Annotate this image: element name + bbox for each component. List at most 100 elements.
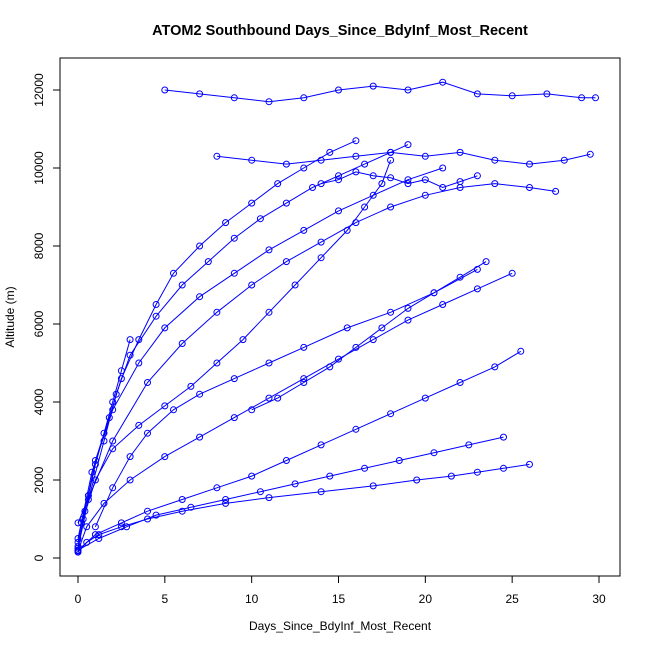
- data-point: [230, 94, 238, 102]
- data-point: [404, 180, 412, 188]
- data-point: [404, 86, 412, 94]
- series-line: [77, 436, 504, 551]
- data-point: [387, 410, 395, 418]
- x-tick-label: 5: [161, 592, 168, 606]
- data-point: [170, 406, 177, 414]
- data-point: [123, 523, 131, 531]
- x-axis: 0 5 10 15 20 25 30: [75, 575, 606, 606]
- data-point: [152, 511, 160, 519]
- series-12: [74, 433, 507, 554]
- data-point: [100, 429, 108, 437]
- data-point: [109, 398, 117, 406]
- data-point: [335, 172, 342, 180]
- y-tick-label: 2000: [32, 466, 46, 493]
- data-point: [178, 507, 186, 515]
- data-point: [404, 141, 412, 149]
- data-point: [491, 156, 499, 164]
- data-point: [552, 187, 560, 195]
- x-tick-label: 20: [419, 592, 433, 606]
- data-point: [317, 441, 325, 449]
- data-point: [88, 468, 96, 476]
- data-point: [526, 184, 533, 191]
- series-7: [74, 180, 560, 527]
- y-axis-label: Altitude (m): [3, 286, 17, 347]
- data-point: [282, 160, 290, 168]
- data-point: [335, 207, 342, 215]
- data-point: [256, 215, 264, 223]
- data-point: [265, 308, 273, 316]
- data-point: [265, 246, 273, 254]
- series-line: [164, 81, 596, 103]
- data-point: [352, 168, 360, 176]
- data-point: [300, 343, 308, 351]
- x-axis-label: Days_Since_BdyInf_Most_Recent: [249, 619, 432, 633]
- series-line: [251, 261, 487, 411]
- data-point: [170, 269, 177, 277]
- data-point: [491, 363, 499, 371]
- data-point: [317, 488, 325, 496]
- data-point: [317, 238, 325, 246]
- data-point: [109, 406, 117, 414]
- data-point: [508, 92, 516, 100]
- data-point: [361, 203, 369, 211]
- data-point: [161, 86, 169, 94]
- data-point: [117, 367, 125, 375]
- series-line: [77, 183, 556, 524]
- data-point: [135, 359, 143, 367]
- data-point: [491, 180, 499, 188]
- data-point: [430, 289, 438, 297]
- data-point: [135, 336, 143, 344]
- series-line: [77, 140, 357, 547]
- data-point: [352, 137, 360, 145]
- data-point: [282, 457, 290, 464]
- series-11: [74, 164, 447, 542]
- data-point: [369, 482, 377, 490]
- data-point: [439, 301, 447, 308]
- x-tick-label: 0: [75, 592, 82, 606]
- data-point: [161, 324, 169, 332]
- data-point: [378, 324, 386, 332]
- data-point: [230, 269, 238, 277]
- data-point: [144, 515, 151, 523]
- series-line: [77, 160, 392, 551]
- y-tick-label: 0: [32, 554, 46, 561]
- data-point: [473, 468, 481, 476]
- series-line: [216, 151, 591, 165]
- data-point: [196, 90, 204, 98]
- data-point: [91, 523, 99, 531]
- series-6: [74, 269, 516, 555]
- data-point: [439, 164, 447, 172]
- data-point: [144, 507, 151, 515]
- series-line: [77, 272, 513, 552]
- data-point: [178, 281, 186, 289]
- series-1: [74, 460, 533, 556]
- chart-title: ATOM2 Southbound Days_Since_BdyInf_Most_…: [152, 23, 528, 39]
- data-point: [300, 94, 308, 102]
- data-point: [265, 494, 273, 502]
- data-point: [543, 90, 551, 98]
- data-point: [222, 499, 230, 507]
- data-point: [282, 199, 290, 207]
- data-point: [256, 488, 264, 496]
- y-tick-label: 6000: [32, 310, 46, 337]
- data-point: [335, 86, 342, 94]
- data-point: [222, 496, 230, 503]
- data-point: [291, 281, 299, 289]
- data-point: [135, 421, 143, 429]
- x-tick-label: 30: [592, 592, 606, 606]
- y-tick-label: 4000: [32, 388, 46, 415]
- data-point: [500, 464, 507, 472]
- data-point: [335, 355, 342, 363]
- data-point: [387, 156, 395, 164]
- data-point: [213, 308, 221, 316]
- data-point: [84, 492, 92, 500]
- series-5: [74, 347, 525, 554]
- data-point: [248, 472, 256, 480]
- data-point: [91, 531, 99, 539]
- series-line: [320, 171, 478, 189]
- data-point: [317, 156, 325, 164]
- data-point: [309, 184, 316, 191]
- data-point: [482, 258, 490, 266]
- data-point: [91, 460, 99, 468]
- data-point: [560, 156, 568, 164]
